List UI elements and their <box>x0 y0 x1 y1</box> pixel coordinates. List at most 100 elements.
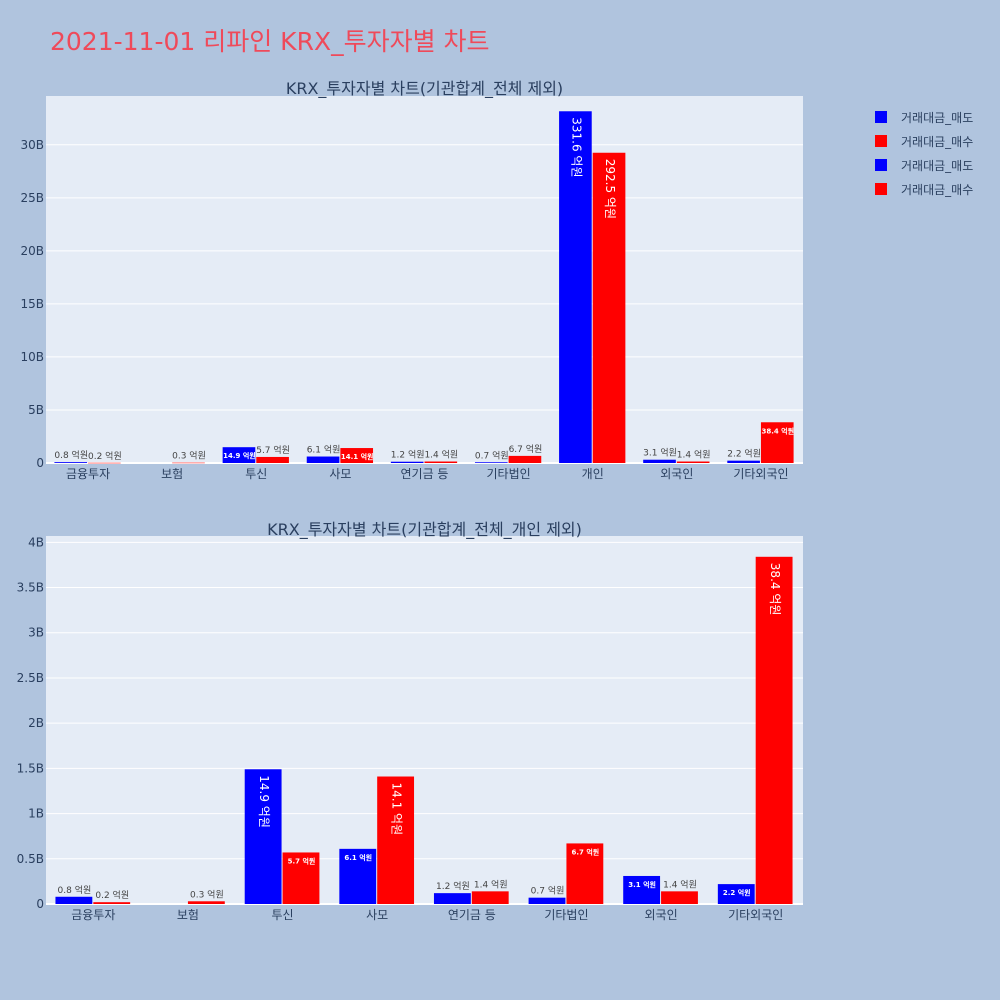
y-tick-label: 3B <box>28 626 44 640</box>
x-tick-label: 기타외국인 <box>733 467 788 481</box>
y-tick-label: 2B <box>28 716 44 730</box>
data-label: 1.4 억원 <box>663 878 697 890</box>
bar-sell <box>55 896 93 904</box>
legend-item-buy-1[interactable]: 거래대금_매수 <box>875 129 973 153</box>
bar-buy <box>676 461 710 463</box>
x-tick-label: 투신 <box>272 908 294 922</box>
data-label: 0.3 억원 <box>172 450 206 462</box>
bar-sell <box>433 893 471 904</box>
legend-label: 거래대금_매수 <box>901 182 974 197</box>
bar-sell <box>222 447 256 463</box>
data-label: 0.8 억원 <box>54 449 88 461</box>
x-tick-label: 사모 <box>329 467 351 481</box>
legend-label: 거래대금_매도 <box>901 158 974 173</box>
x-tick-label: 보험 <box>161 467 183 481</box>
y-tick-label: 0.5B <box>17 852 44 866</box>
plot-area <box>46 536 803 904</box>
legend-swatch-red <box>875 183 887 195</box>
data-label: 38.4 억원 <box>768 563 782 616</box>
bar-sell <box>339 848 377 904</box>
x-tick-label: 보험 <box>177 908 199 922</box>
y-tick-label: 5B <box>28 403 44 417</box>
y-tick-label: 3.5B <box>17 581 44 595</box>
y-tick-label: 0 <box>36 456 44 470</box>
bar-sell <box>474 462 508 463</box>
y-tick-label: 1.5B <box>17 761 44 775</box>
legend-item-sell-1[interactable]: 거래대금_매도 <box>875 105 973 129</box>
y-tick-label: 2.5B <box>17 671 44 685</box>
x-tick-label: 기타법인 <box>544 908 588 922</box>
bar-sell <box>623 875 661 904</box>
y-tick-label: 25B <box>20 191 44 205</box>
bar-buy <box>187 901 225 904</box>
bar-buy <box>172 462 205 464</box>
bar-buy <box>377 776 415 904</box>
data-label: 292.5 억원 <box>603 159 617 219</box>
data-label: 0.7 억원 <box>531 885 565 897</box>
x-tick-label: 외국인 <box>660 467 693 481</box>
legend-item-sell-2[interactable]: 거래대금_매도 <box>875 153 973 177</box>
bar-sell <box>643 459 676 463</box>
y-tick-label: 20B <box>20 244 44 258</box>
data-label: 14.1 억원 <box>390 783 404 836</box>
y-tick-label: 1B <box>28 807 44 821</box>
bar-buy <box>88 462 121 464</box>
bar-sell <box>306 456 340 463</box>
legend-swatch-blue <box>875 111 887 123</box>
x-tick-label: 개인 <box>582 467 604 481</box>
bar-sell <box>244 769 282 904</box>
chart-title: KRX_투자자별 차트(기관합계_전체 제외) <box>286 79 563 99</box>
bar-sell <box>390 461 424 463</box>
data-label: 3.1 억원 <box>643 447 677 459</box>
data-label: 6.1 억원 <box>344 853 372 862</box>
data-label: 0.7 억원 <box>475 449 509 461</box>
data-label: 1.2 억원 <box>391 449 425 461</box>
data-label: 6.7 억원 <box>572 847 600 856</box>
y-tick-label: 15B <box>20 297 44 311</box>
bar-sell <box>717 884 755 904</box>
x-tick-label: 외국인 <box>645 908 678 922</box>
data-label: 14.1 억원 <box>341 452 374 461</box>
x-tick-label: 연기금 등 <box>401 467 449 481</box>
data-label: 38.4 억원 <box>761 426 794 435</box>
data-label: 2.2 억원 <box>727 448 761 460</box>
bar-buy <box>471 891 509 904</box>
bar-buy <box>340 448 374 463</box>
x-tick-label: 기타법인 <box>487 467 531 481</box>
data-label: 6.7 억원 <box>509 443 543 455</box>
bar-buy <box>760 422 794 463</box>
plot-area <box>46 96 803 463</box>
x-tick-label: 연기금 등 <box>448 908 496 922</box>
bar-buy <box>661 891 698 904</box>
data-label: 0.2 억원 <box>88 450 122 462</box>
bar-sell <box>54 462 88 463</box>
page-title: 2021-11-01 리파인 KRX_투자자별 차트 <box>50 27 490 56</box>
x-tick-label: 사모 <box>366 908 388 922</box>
data-label: 3.1 억원 <box>628 880 656 889</box>
legend-item-buy-2[interactable]: 거래대금_매수 <box>875 177 973 201</box>
data-label: 1.4 억원 <box>424 449 458 461</box>
y-tick-label: 4B <box>28 535 44 549</box>
data-label: 0.2 억원 <box>95 889 129 901</box>
data-label: 1.2 억원 <box>436 880 470 892</box>
bar-sell <box>528 897 566 904</box>
x-tick-label: 기타외국인 <box>728 908 783 922</box>
data-label: 0.3 억원 <box>190 888 224 900</box>
bar-buy <box>282 852 320 904</box>
data-label: 6.1 억원 <box>307 444 341 456</box>
bar-buy <box>508 455 542 463</box>
data-label: 14.9 억원 <box>257 775 271 828</box>
bar-buy <box>755 556 793 904</box>
legend-swatch-red <box>875 135 887 147</box>
chart-title: KRX_투자자별 차트(기관합계_전체_개인 제외) <box>267 520 582 540</box>
bar-buy <box>256 456 289 463</box>
data-label: 2.2 억원 <box>723 888 751 897</box>
data-label: 5.7 억원 <box>288 856 316 865</box>
x-tick-label: 금융투자 <box>66 467 110 481</box>
data-label: 1.4 억원 <box>677 449 711 461</box>
legend-label: 거래대금_매도 <box>901 110 974 125</box>
bar-sell <box>727 460 760 463</box>
legend[interactable]: 거래대금_매도 거래대금_매수 거래대금_매도 거래대금_매수 <box>875 105 973 201</box>
bar-buy <box>93 902 131 904</box>
